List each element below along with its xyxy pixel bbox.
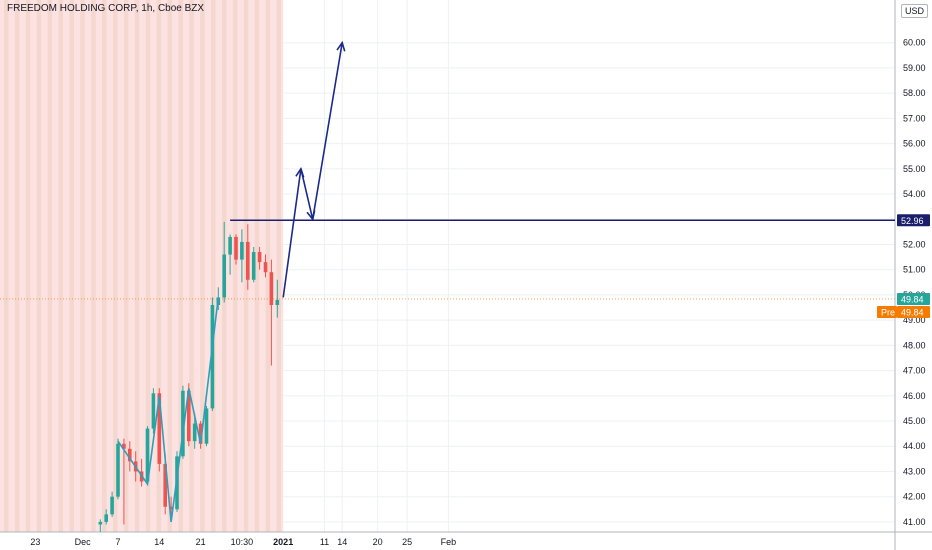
session-stripe: [276, 0, 281, 532]
session-stripe: [211, 0, 216, 532]
candle-body[interactable]: [263, 262, 268, 273]
session-stripe: [80, 0, 85, 532]
y-tick-label: 60.00: [903, 38, 926, 48]
premarket-badge-bg: [877, 305, 897, 318]
y-tick-label: 45.00: [903, 416, 926, 426]
candle-body[interactable]: [187, 390, 191, 442]
session-stripe: [69, 0, 74, 532]
session-stripe: [25, 0, 31, 532]
session-stripe: [36, 0, 42, 532]
candle-body[interactable]: [269, 272, 274, 306]
candle-body[interactable]: [181, 390, 185, 457]
session-stripe: [113, 0, 118, 532]
x-tick-label: Dec: [75, 537, 92, 547]
y-tick-label: 44.00: [903, 441, 926, 451]
session-stripe: [189, 0, 194, 532]
y-tick-label: 49.00: [903, 315, 926, 325]
y-tick-label: 42.00: [903, 492, 926, 502]
candle-body[interactable]: [251, 252, 256, 280]
x-tick-label: 10:30: [231, 537, 254, 547]
y-tick-label: 47.00: [903, 366, 926, 376]
session-stripe: [265, 0, 271, 532]
x-tick-label: 20: [373, 537, 383, 547]
candle-body[interactable]: [110, 496, 114, 515]
premarket-price-tag-bg: [897, 305, 930, 318]
session-stripe: [178, 0, 183, 532]
x-tick-label: Feb: [441, 537, 457, 547]
premarket-price-tag: 49.84: [901, 307, 924, 317]
y-tick-label: 57.00: [903, 113, 926, 123]
x-tick-label: 23: [30, 537, 40, 547]
candle-body[interactable]: [246, 241, 250, 280]
session-stripe: [156, 0, 162, 532]
candle-body[interactable]: [222, 254, 226, 298]
session-stripe: [145, 0, 151, 532]
session-stripe: [91, 0, 96, 532]
candle-body[interactable]: [128, 448, 132, 462]
session-stripe: [58, 0, 63, 532]
y-tick-label: 46.00: [903, 391, 926, 401]
y-tick-label: 58.00: [903, 88, 926, 98]
chart-title: FREEDOM HOLDING CORP, 1h, Cboe BZX: [7, 3, 205, 14]
x-tick-label: 7: [115, 537, 120, 547]
premarket-badge: Pre: [881, 307, 895, 317]
y-tick-label: 55.00: [903, 164, 926, 174]
candle-body[interactable]: [240, 241, 244, 260]
candle-body[interactable]: [163, 463, 167, 507]
resistance-price-tag: 52.96: [901, 216, 924, 226]
x-tick-label: 14: [337, 537, 347, 547]
x-tick-label: 14: [154, 537, 164, 547]
x-tick-label: 21: [196, 537, 206, 547]
session-stripe: [14, 0, 20, 532]
y-tick-label: 48.00: [903, 340, 926, 350]
currency-unit-button[interactable]: USD: [901, 4, 929, 18]
session-stripe: [47, 0, 53, 532]
resistance-price-tag-bg: [897, 214, 930, 227]
session-stripe: [200, 0, 205, 532]
session-shading: [0, 0, 284, 532]
y-tick-label: 43.00: [903, 466, 926, 476]
y-tick-label: 52.00: [903, 239, 926, 249]
x-tick-label: 2021: [273, 537, 293, 547]
candle-body[interactable]: [151, 393, 156, 429]
y-tick-label: 51.00: [903, 265, 926, 275]
candle-body[interactable]: [275, 299, 280, 306]
candle-body[interactable]: [157, 393, 162, 464]
session-stripe: [102, 0, 107, 532]
candle-body[interactable]: [169, 506, 173, 510]
projection-arrowhead: [336, 40, 346, 52]
projection-arrowhead: [295, 166, 305, 178]
candle-body[interactable]: [145, 428, 150, 482]
candle-body[interactable]: [122, 443, 126, 449]
x-tick-label: 25: [402, 537, 412, 547]
session-stripe: [232, 0, 238, 532]
session-stripe: [123, 0, 129, 532]
y-tick-label: 59.00: [903, 63, 926, 73]
candle-body[interactable]: [192, 423, 197, 442]
x-tick-label: 11: [320, 537, 329, 547]
projection-path[interactable]: [282, 42, 343, 298]
candle-body[interactable]: [210, 305, 215, 409]
session-stripe: [167, 0, 172, 532]
last-price-tag-bg: [897, 292, 930, 305]
candle-body[interactable]: [98, 521, 103, 525]
last-price-tag: 49.84: [901, 294, 924, 304]
y-tick-label: 41.00: [903, 517, 926, 527]
candle-body[interactable]: [228, 236, 232, 255]
candle-body[interactable]: [104, 514, 108, 522]
candle-body[interactable]: [116, 443, 120, 497]
candle-body[interactable]: [234, 236, 238, 260]
session-stripe: [254, 0, 260, 532]
candle-body[interactable]: [204, 408, 209, 444]
projection-arrowhead: [306, 210, 316, 222]
session-stripe: [4, 0, 9, 532]
zigzag-line[interactable]: [117, 297, 220, 523]
y-tick-label: 54.00: [903, 189, 926, 199]
candle-body[interactable]: [257, 252, 262, 263]
session-stripe: [134, 0, 140, 532]
y-tick-label: 56.00: [903, 139, 926, 149]
candle-body[interactable]: [198, 423, 203, 444]
